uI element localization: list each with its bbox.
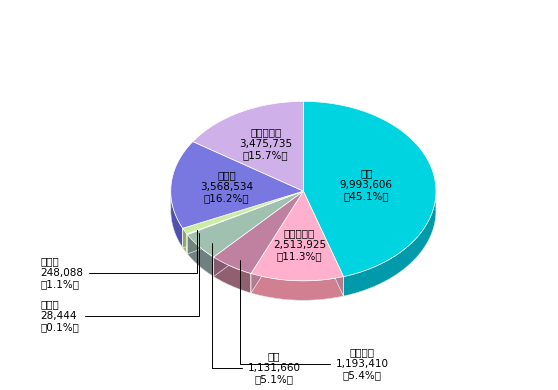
PathPatch shape — [187, 191, 304, 257]
Polygon shape — [187, 191, 304, 254]
Text: 国庫支出金
2,513,925
（11.3%）: 国庫支出金 2,513,925 （11.3%） — [273, 228, 326, 261]
Polygon shape — [344, 189, 436, 296]
Polygon shape — [182, 191, 304, 248]
Polygon shape — [214, 191, 304, 277]
PathPatch shape — [214, 191, 304, 273]
Polygon shape — [187, 234, 214, 277]
PathPatch shape — [193, 101, 304, 191]
Polygon shape — [171, 187, 182, 248]
PathPatch shape — [187, 191, 304, 234]
Text: 寄附金
28,444
（0.1%）: 寄附金 28,444 （0.1%） — [40, 233, 199, 333]
Polygon shape — [214, 191, 304, 277]
Polygon shape — [251, 273, 344, 300]
Polygon shape — [187, 191, 304, 254]
Text: 府支出金
1,193,410
（5.4%）: 府支出金 1,193,410 （5.4%） — [240, 260, 388, 380]
PathPatch shape — [251, 191, 344, 281]
Polygon shape — [304, 191, 344, 296]
PathPatch shape — [182, 191, 304, 234]
Polygon shape — [304, 191, 344, 296]
Polygon shape — [187, 191, 304, 254]
Polygon shape — [251, 191, 304, 293]
PathPatch shape — [171, 142, 304, 228]
Polygon shape — [187, 191, 304, 254]
Text: 市税
9,993,606
（45.1%）: 市税 9,993,606 （45.1%） — [340, 168, 393, 201]
Text: 市債
1,131,660
（5.1%）: 市債 1,131,660 （5.1%） — [211, 243, 301, 384]
Polygon shape — [214, 257, 251, 293]
PathPatch shape — [304, 101, 436, 277]
Text: 地方交付税
3,475,735
（15.7%）: 地方交付税 3,475,735 （15.7%） — [239, 127, 292, 160]
Text: その他
3,568,534
（16.2%）: その他 3,568,534 （16.2%） — [200, 170, 253, 204]
Polygon shape — [182, 191, 304, 248]
Text: 諸収入
248,088
（1.1%）: 諸収入 248,088 （1.1%） — [40, 230, 196, 290]
Polygon shape — [182, 228, 187, 254]
Polygon shape — [251, 191, 304, 293]
Polygon shape — [171, 191, 436, 300]
